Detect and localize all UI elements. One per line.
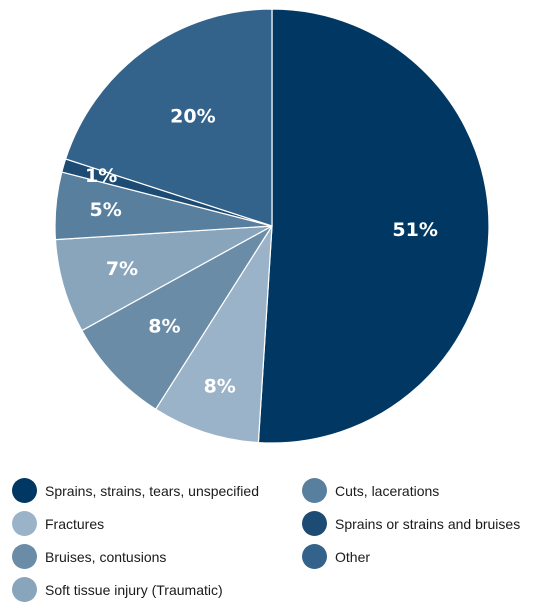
legend-item: Sprains or strains and bruises <box>302 507 532 540</box>
slice-data-label-2: 8% <box>204 375 236 397</box>
legend-swatch <box>12 511 37 536</box>
legend-item: Cuts, lacerations <box>302 474 532 507</box>
legend-label: Other <box>335 548 371 565</box>
slice-data-label-1: 51% <box>392 219 437 241</box>
legend-item: Soft tissue injury (Traumatic) <box>12 573 302 606</box>
legend-swatch <box>302 511 327 536</box>
legend-label: Cuts, lacerations <box>335 482 440 499</box>
slice-data-label-7: 20% <box>170 106 215 128</box>
slice-data-label-4: 7% <box>106 258 138 280</box>
legend-swatch <box>12 577 37 602</box>
pie-slice-2 <box>154 225 273 444</box>
slice-data-label-5: 5% <box>90 199 122 221</box>
legend-swatch <box>12 544 37 569</box>
legend-label: Sprains or strains and bruises <box>335 515 521 532</box>
slice-data-label-6: 1% <box>85 165 117 187</box>
legend-swatch <box>302 478 327 503</box>
legend-label: Fractures <box>45 515 105 532</box>
pie-slice-7 <box>64 8 273 227</box>
legend-swatch <box>12 478 37 503</box>
legend-item: Other <box>302 540 532 573</box>
pie-slice-1 <box>257 8 490 444</box>
legend: Sprains, strains, tears, unspecified Frac… <box>12 474 532 606</box>
legend-swatch <box>302 544 327 569</box>
pie-slice-3 <box>81 225 273 411</box>
legend-label: Soft tissue injury (Traumatic) <box>45 581 223 598</box>
legend-item: Fractures <box>12 507 302 540</box>
pie-chart: 51% 8% 8% 7% 5% 1% 20% <box>54 8 490 444</box>
slice-data-label-3: 8% <box>148 316 180 338</box>
legend-label: Sprains, strains, tears, unspecified <box>45 482 259 499</box>
legend-item: Sprains, strains, tears, unspecified <box>12 474 302 507</box>
legend-label: Bruises, contusions <box>45 548 167 565</box>
legend-item: Bruises, contusions <box>12 540 302 573</box>
